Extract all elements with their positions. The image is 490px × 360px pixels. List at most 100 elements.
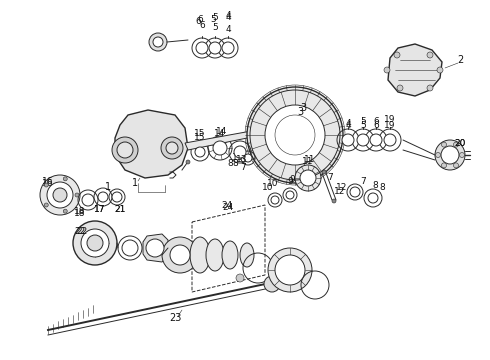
Text: 20: 20: [454, 139, 466, 148]
Circle shape: [170, 245, 190, 265]
Text: 13: 13: [232, 153, 244, 162]
Circle shape: [427, 85, 433, 91]
Text: 6: 6: [373, 121, 379, 130]
Text: 10: 10: [262, 184, 274, 193]
Circle shape: [209, 42, 221, 54]
Text: 17: 17: [94, 206, 106, 215]
Polygon shape: [388, 44, 442, 96]
Circle shape: [195, 147, 205, 157]
Text: 22: 22: [76, 228, 88, 237]
Text: 2: 2: [457, 55, 463, 65]
Circle shape: [427, 52, 433, 58]
Circle shape: [73, 221, 117, 265]
Circle shape: [247, 87, 343, 183]
Circle shape: [44, 183, 48, 187]
Text: 5: 5: [212, 23, 218, 32]
Text: 21: 21: [114, 206, 126, 215]
Text: 24: 24: [222, 203, 234, 212]
Text: 1: 1: [132, 178, 138, 188]
Circle shape: [441, 163, 446, 168]
Circle shape: [265, 105, 325, 165]
Circle shape: [162, 237, 198, 273]
Text: 22: 22: [74, 228, 86, 237]
Text: 4: 4: [225, 12, 231, 21]
Text: 21: 21: [114, 206, 126, 215]
Circle shape: [63, 209, 67, 213]
Circle shape: [236, 274, 244, 282]
Text: 12: 12: [336, 184, 348, 193]
Text: 13: 13: [236, 156, 248, 165]
Text: 18: 18: [74, 207, 86, 216]
Text: 19: 19: [384, 121, 396, 130]
Circle shape: [122, 240, 138, 256]
Circle shape: [117, 142, 133, 158]
Circle shape: [437, 67, 443, 73]
Circle shape: [87, 235, 103, 251]
Text: 14: 14: [214, 130, 226, 139]
Circle shape: [322, 170, 326, 174]
Text: 11: 11: [302, 158, 314, 166]
Text: 3: 3: [297, 107, 303, 117]
Text: 17: 17: [94, 206, 106, 215]
Circle shape: [161, 137, 183, 159]
Circle shape: [196, 42, 208, 54]
Text: 9: 9: [289, 175, 295, 184]
Polygon shape: [115, 110, 188, 178]
Text: 3: 3: [300, 103, 306, 113]
Circle shape: [98, 192, 108, 202]
Text: 6: 6: [195, 18, 201, 27]
Text: 10: 10: [267, 180, 279, 189]
Circle shape: [146, 239, 164, 257]
Circle shape: [149, 33, 167, 51]
Text: 4: 4: [345, 118, 351, 127]
Circle shape: [384, 134, 396, 146]
Circle shape: [234, 146, 246, 158]
Text: 6: 6: [373, 117, 379, 126]
Circle shape: [82, 194, 94, 206]
Circle shape: [460, 153, 465, 158]
Text: 24: 24: [221, 202, 233, 211]
Text: 23: 23: [169, 313, 181, 323]
Text: 7: 7: [327, 174, 333, 183]
Circle shape: [222, 42, 234, 54]
Circle shape: [53, 188, 67, 202]
Circle shape: [166, 142, 178, 154]
Ellipse shape: [240, 243, 254, 267]
Circle shape: [112, 137, 138, 163]
Circle shape: [264, 276, 280, 292]
Circle shape: [295, 165, 321, 191]
Circle shape: [441, 142, 446, 147]
Polygon shape: [185, 128, 272, 150]
Circle shape: [300, 170, 316, 186]
Text: 5: 5: [360, 117, 366, 126]
Circle shape: [370, 134, 382, 146]
Text: 12: 12: [334, 188, 345, 197]
Ellipse shape: [190, 237, 210, 273]
Text: 16: 16: [42, 179, 54, 188]
Text: 6: 6: [197, 15, 203, 24]
Text: 4: 4: [225, 26, 231, 35]
Circle shape: [286, 191, 294, 199]
Text: 8: 8: [372, 181, 378, 190]
Circle shape: [75, 193, 79, 197]
Circle shape: [436, 153, 441, 158]
Text: 15: 15: [194, 134, 206, 143]
Circle shape: [454, 142, 459, 147]
Circle shape: [350, 187, 360, 197]
Text: 14: 14: [216, 126, 228, 135]
Text: 4: 4: [345, 121, 351, 130]
Text: 7: 7: [360, 177, 366, 186]
Circle shape: [368, 193, 378, 203]
Text: 1: 1: [105, 182, 111, 192]
Circle shape: [186, 160, 190, 164]
Circle shape: [342, 134, 354, 146]
Circle shape: [394, 52, 400, 58]
Text: 7: 7: [240, 163, 246, 172]
Text: 20: 20: [454, 139, 466, 148]
Circle shape: [454, 163, 459, 168]
Circle shape: [44, 203, 48, 207]
Text: 8: 8: [379, 184, 385, 193]
Circle shape: [271, 196, 279, 204]
Circle shape: [63, 177, 67, 181]
Polygon shape: [143, 234, 168, 262]
